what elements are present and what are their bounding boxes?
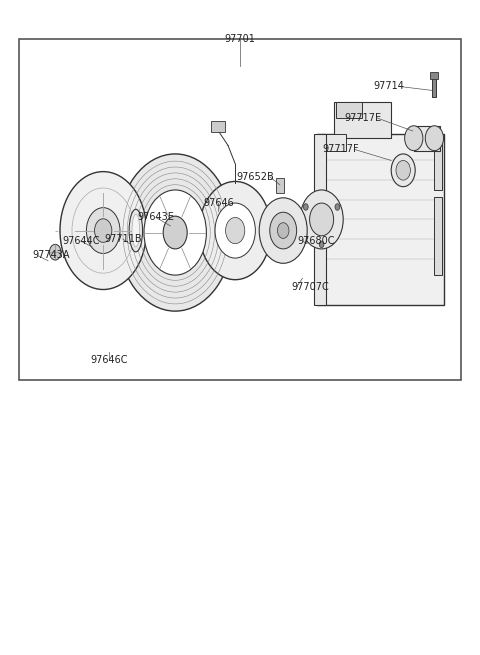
Bar (317, 134, 444, 305)
Bar (334, 102, 391, 138)
Circle shape (226, 217, 245, 244)
Circle shape (310, 203, 334, 236)
Circle shape (60, 172, 146, 290)
Circle shape (335, 204, 340, 210)
Text: 97644C: 97644C (62, 236, 99, 246)
Circle shape (425, 126, 444, 151)
Text: 97701: 97701 (225, 34, 255, 45)
Circle shape (86, 208, 120, 253)
Circle shape (259, 198, 307, 263)
Bar (434, 196, 442, 275)
Circle shape (199, 181, 271, 280)
Bar (336, 102, 362, 118)
Circle shape (300, 190, 343, 249)
Circle shape (215, 203, 255, 258)
Circle shape (95, 219, 112, 242)
Text: 97652B: 97652B (237, 172, 275, 182)
Bar (211, 121, 225, 132)
Ellipse shape (132, 214, 140, 247)
Bar (314, 134, 326, 305)
Bar (434, 144, 442, 190)
Circle shape (144, 190, 206, 275)
Circle shape (303, 204, 308, 210)
Text: 97646: 97646 (203, 198, 234, 208)
Text: 97711B: 97711B (104, 234, 142, 244)
Text: 97717E: 97717E (345, 113, 382, 123)
Bar (432, 77, 436, 97)
Text: 97717F: 97717F (323, 144, 359, 155)
Text: 97643E: 97643E (138, 212, 174, 223)
Bar (276, 178, 284, 193)
Ellipse shape (129, 210, 143, 252)
Text: 97714: 97714 (373, 81, 404, 92)
Bar (322, 134, 346, 151)
Circle shape (391, 154, 415, 187)
Circle shape (405, 126, 423, 151)
Circle shape (277, 223, 289, 238)
Circle shape (163, 216, 187, 249)
Circle shape (49, 244, 61, 260)
Circle shape (118, 154, 233, 311)
Bar (414, 126, 440, 151)
Text: 97707C: 97707C (292, 282, 330, 292)
Bar (430, 72, 438, 79)
Circle shape (270, 212, 297, 249)
Bar (19, 39, 461, 380)
Text: 97646C: 97646C (91, 355, 128, 365)
Text: 97680C: 97680C (298, 236, 335, 246)
Circle shape (396, 160, 410, 180)
Circle shape (319, 241, 324, 248)
Text: 97743A: 97743A (33, 250, 70, 261)
